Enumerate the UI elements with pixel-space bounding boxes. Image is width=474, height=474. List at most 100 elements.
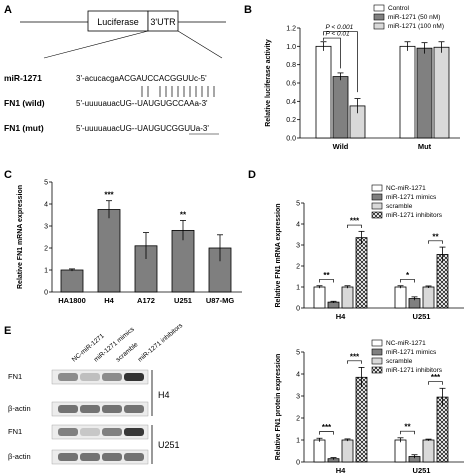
legend-label-0: NC-miR-1271 (386, 340, 426, 347)
legend-label-1: miR-1271 mimics (386, 349, 437, 356)
y-tick-label-4: 4 (296, 372, 300, 379)
legend-label-3: miR-1271 inhibitors (386, 367, 443, 374)
significance-1: *** (104, 191, 114, 200)
bracket-1-0 (400, 430, 415, 435)
bar-u251-0 (394, 439, 407, 463)
panel-label-b: B (244, 4, 252, 16)
bar-mut-0 (399, 45, 416, 139)
legend-swatch-2 (373, 22, 385, 30)
row-label-1: β-actin (8, 404, 31, 413)
x-category-1: U251 (413, 466, 431, 474)
bar-h4-3 (355, 237, 368, 309)
bar-u251-2 (422, 286, 435, 309)
y-tick-label-1: 0.2 (286, 117, 296, 124)
band-1-3 (124, 405, 144, 413)
y-tick-label-5: 5 (296, 350, 300, 357)
band-0-2 (102, 373, 122, 381)
bar-ha1800 (60, 269, 84, 293)
y-tick-label-6: 1.2 (286, 26, 296, 33)
y-tick-label-2: 2 (44, 246, 48, 253)
panel-label-a: A (4, 4, 12, 16)
band-0-0 (58, 373, 78, 381)
band-2-1 (80, 428, 100, 436)
band-3-1 (80, 453, 100, 461)
seq-label-mir: miR-1271 (4, 73, 42, 83)
x-category-0: Wild (333, 142, 349, 151)
legend-swatch-1 (371, 348, 383, 356)
row-label-3: β-actin (8, 452, 31, 461)
band-1-1 (80, 405, 100, 413)
chart-c: 0 1 2 3 4 5 Relative FN1 mRNA expression HA1800… (17, 180, 242, 305)
y-tick-label-5: 1.0 (286, 44, 296, 51)
y-tick-label-4: 4 (296, 222, 300, 229)
legend-swatch-0 (371, 339, 383, 347)
x-category-3: U251 (174, 296, 192, 305)
seq-label-wild: FN1 (wild) (4, 98, 45, 108)
seq-text-mir: 3'-acucacgaACGAUCCACGGUUc-5' (76, 74, 207, 83)
y-tick-label-1: 1 (296, 285, 300, 292)
band-3-3 (124, 453, 144, 461)
band-1-2 (102, 405, 122, 413)
bracket-0-1 (347, 360, 362, 364)
chart-b: 0.0 0.2 0.4 0.6 0.8 1.0 1.2 Relative luciferase… (265, 4, 460, 151)
bar-h4-0 (313, 439, 326, 463)
y-tick-label-1: 1 (44, 268, 48, 275)
seq-label-mut: FN1 (mut) (4, 123, 44, 133)
legend-swatch-0 (373, 4, 385, 12)
y-tick-label-2: 0.4 (286, 99, 296, 106)
y-tick-label-5: 5 (296, 201, 300, 208)
bar-h4-2 (341, 286, 354, 309)
bracket-0-1 (347, 224, 362, 229)
band-0-1 (80, 373, 100, 381)
bracket-1-1 (428, 381, 443, 385)
luciferase-label: Luciferase (97, 17, 139, 27)
row-label-2: FN1 (8, 427, 22, 436)
base-pair-lines (141, 86, 215, 97)
y-tick-label-3: 3 (296, 243, 300, 250)
y-tick-label-2: 2 (296, 416, 300, 423)
utr-box (147, 10, 179, 32)
bar-h4 (97, 209, 121, 293)
y-axis-label: Relative FN1 protein expression (275, 354, 282, 461)
y-tick-label-4: 0.8 (286, 62, 296, 69)
band-2-3 (124, 428, 144, 436)
legend-swatch-2 (371, 357, 383, 365)
y-axis-label: Relative FN1 mRNA expression (17, 185, 24, 289)
y-tick-label-3: 3 (44, 224, 48, 231)
significance-1: *** (350, 352, 360, 361)
panel-a: A Luciferase 3'UTR miR-1271 3'-acucacgaA… (4, 4, 226, 135)
panel-label-d: D (248, 169, 256, 181)
legend-swatch-0 (371, 184, 383, 192)
x-category-1: U251 (413, 312, 431, 321)
row-label-0: FN1 (8, 372, 22, 381)
band-3-0 (58, 453, 78, 461)
y-tick-label-3: 3 (296, 394, 300, 401)
panel-label-c: C (4, 169, 12, 181)
y-axis-label: Relative FN1 mRNA expression (275, 204, 282, 308)
x-category-0: HA1800 (58, 296, 86, 305)
bar-u251-2 (422, 439, 435, 463)
y-tick-label-5: 5 (44, 180, 48, 187)
bracket-0-0 (319, 279, 334, 283)
bracket-1-1 (428, 240, 443, 244)
y-tick-label-1: 1 (296, 438, 300, 445)
band-0-3 (124, 373, 144, 381)
bracket-p01 (323, 37, 341, 69)
band-2-0 (58, 428, 78, 436)
bracket-1-0 (400, 279, 415, 283)
bracket-p001 (323, 31, 358, 93)
legend-label-2: miR-1271 (100 nM) (388, 23, 444, 30)
legend-label-2: scramble (386, 358, 413, 365)
significance-2: ** (404, 423, 411, 432)
significance-3: ** (180, 211, 187, 220)
bar-h4-2 (341, 439, 354, 463)
legend-label-1: miR-1271 (50 nM) (388, 14, 440, 21)
significance-1: *** (350, 217, 360, 226)
y-axis-label: Relative luciferase activity (265, 39, 272, 127)
significance-0: *** (322, 423, 332, 432)
x-category-0: H4 (336, 312, 346, 321)
chart-e: 0 1 2 3 4 5 Relative FN1 protein expression H4 *… (275, 339, 464, 474)
significance-3: *** (431, 373, 441, 382)
bar-h4-1 (327, 301, 340, 309)
